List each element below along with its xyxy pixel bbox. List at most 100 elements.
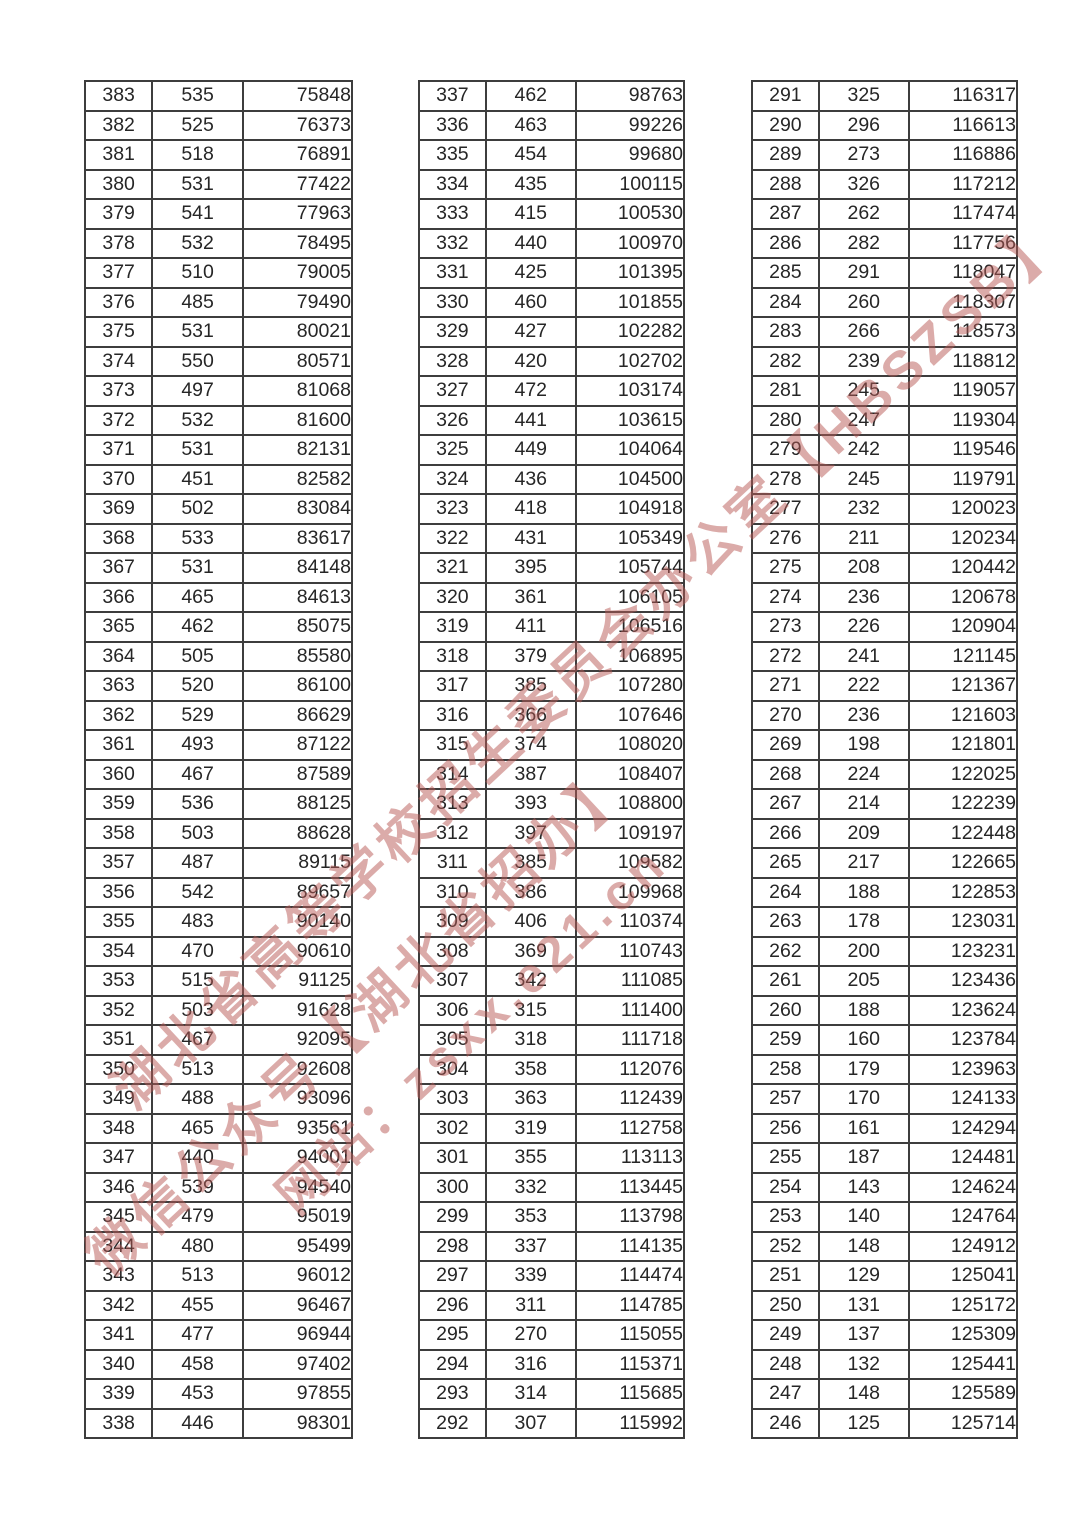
cumulative-cell: 104064 bbox=[574, 434, 686, 466]
cumulative-cell: 93561 bbox=[241, 1112, 354, 1144]
table-row: 313 393 108800 bbox=[418, 788, 686, 820]
cumulative-cell: 124624 bbox=[907, 1171, 1019, 1203]
score-cell: 342 bbox=[83, 1289, 154, 1321]
table-row: 382 525 76373 bbox=[83, 109, 354, 141]
score-cell: 348 bbox=[83, 1112, 154, 1144]
score-cell: 294 bbox=[418, 1348, 487, 1380]
count-cell: 325 bbox=[817, 80, 910, 112]
count-cell: 460 bbox=[484, 286, 577, 318]
cumulative-cell: 109197 bbox=[574, 817, 686, 849]
count-cell: 326 bbox=[817, 168, 910, 200]
count-cell: 493 bbox=[151, 729, 244, 761]
count-cell: 440 bbox=[484, 227, 577, 259]
table-row: 258 179 123963 bbox=[751, 1053, 1019, 1085]
table-row: 269 198 121801 bbox=[751, 729, 1019, 761]
cumulative-cell: 121145 bbox=[907, 640, 1019, 672]
count-cell: 242 bbox=[817, 434, 910, 466]
table-row: 356 542 89657 bbox=[83, 876, 354, 908]
cumulative-cell: 91628 bbox=[241, 994, 354, 1026]
cumulative-cell: 99680 bbox=[574, 139, 686, 171]
score-cell: 258 bbox=[751, 1053, 820, 1085]
table-row: 374 550 80571 bbox=[83, 345, 354, 377]
score-cell: 323 bbox=[418, 493, 487, 525]
cumulative-cell: 99226 bbox=[574, 109, 686, 141]
table-row: 306 315 111400 bbox=[418, 994, 686, 1026]
cumulative-cell: 121367 bbox=[907, 670, 1019, 702]
table-row: 300 332 113445 bbox=[418, 1171, 686, 1203]
table-row: 344 480 95499 bbox=[83, 1230, 354, 1262]
table-row: 351 467 92095 bbox=[83, 1024, 354, 1056]
count-cell: 467 bbox=[151, 1024, 244, 1056]
count-cell: 435 bbox=[484, 168, 577, 200]
score-cell: 263 bbox=[751, 906, 820, 938]
count-cell: 463 bbox=[484, 109, 577, 141]
score-cell: 319 bbox=[418, 611, 487, 643]
count-cell: 387 bbox=[484, 758, 577, 790]
table-row: 264 188 122853 bbox=[751, 876, 1019, 908]
score-cell: 346 bbox=[83, 1171, 154, 1203]
cumulative-cell: 122853 bbox=[907, 876, 1019, 908]
score-cell: 343 bbox=[83, 1260, 154, 1292]
score-cell: 305 bbox=[418, 1024, 487, 1056]
count-cell: 200 bbox=[817, 935, 910, 967]
count-cell: 236 bbox=[817, 699, 910, 731]
count-cell: 353 bbox=[484, 1201, 577, 1233]
table-row: 308 369 110743 bbox=[418, 935, 686, 967]
table-row: 257 170 124133 bbox=[751, 1083, 1019, 1115]
cumulative-cell: 88628 bbox=[241, 817, 354, 849]
table-row: 333 415 100530 bbox=[418, 198, 686, 230]
score-cell: 262 bbox=[751, 935, 820, 967]
table-row: 378 532 78495 bbox=[83, 227, 354, 259]
score-cell: 313 bbox=[418, 788, 487, 820]
cumulative-cell: 76891 bbox=[241, 139, 354, 171]
table-row: 295 270 115055 bbox=[418, 1319, 686, 1351]
cumulative-cell: 104500 bbox=[574, 463, 686, 495]
table-row: 247 148 125589 bbox=[751, 1378, 1019, 1410]
score-cell: 380 bbox=[83, 168, 154, 200]
table-row: 339 453 97855 bbox=[83, 1378, 354, 1410]
count-cell: 518 bbox=[151, 139, 244, 171]
table-row: 346 539 94540 bbox=[83, 1171, 354, 1203]
table-row: 272 241 121145 bbox=[751, 640, 1019, 672]
count-cell: 531 bbox=[151, 168, 244, 200]
count-cell: 314 bbox=[484, 1378, 577, 1410]
cumulative-cell: 100115 bbox=[574, 168, 686, 200]
table-row: 367 531 84148 bbox=[83, 552, 354, 584]
cumulative-cell: 102282 bbox=[574, 316, 686, 348]
count-cell: 148 bbox=[817, 1230, 910, 1262]
table-row: 319 411 106516 bbox=[418, 611, 686, 643]
cumulative-cell: 98763 bbox=[574, 80, 686, 112]
count-cell: 455 bbox=[151, 1289, 244, 1321]
score-cell: 295 bbox=[418, 1319, 487, 1351]
table-row: 371 531 82131 bbox=[83, 434, 354, 466]
score-cell: 306 bbox=[418, 994, 487, 1026]
score-cell: 290 bbox=[751, 109, 820, 141]
cumulative-cell: 113798 bbox=[574, 1201, 686, 1233]
cumulative-cell: 115055 bbox=[574, 1319, 686, 1351]
count-cell: 222 bbox=[817, 670, 910, 702]
score-table-left: 383 535 75848 382 525 76373 381 518 76891 380 531 7… bbox=[83, 80, 354, 1439]
score-cell: 257 bbox=[751, 1083, 820, 1115]
count-cell: 502 bbox=[151, 493, 244, 525]
table-row: 331 425 101395 bbox=[418, 257, 686, 289]
cumulative-cell: 86100 bbox=[241, 670, 354, 702]
score-cell: 271 bbox=[751, 670, 820, 702]
count-cell: 415 bbox=[484, 198, 577, 230]
count-cell: 188 bbox=[817, 994, 910, 1026]
score-cell: 250 bbox=[751, 1289, 820, 1321]
table-row: 312 397 109197 bbox=[418, 817, 686, 849]
score-cell: 311 bbox=[418, 847, 487, 879]
count-cell: 296 bbox=[817, 109, 910, 141]
score-cell: 308 bbox=[418, 935, 487, 967]
score-cell: 331 bbox=[418, 257, 487, 289]
table-row: 298 337 114135 bbox=[418, 1230, 686, 1262]
score-cell: 268 bbox=[751, 758, 820, 790]
cumulative-cell: 123231 bbox=[907, 935, 1019, 967]
score-cell: 349 bbox=[83, 1083, 154, 1115]
table-row: 369 502 83084 bbox=[83, 493, 354, 525]
score-cell: 291 bbox=[751, 80, 820, 112]
cumulative-cell: 102702 bbox=[574, 345, 686, 377]
table-row: 285 291 118047 bbox=[751, 257, 1019, 289]
table-row: 341 477 96944 bbox=[83, 1319, 354, 1351]
score-cell: 259 bbox=[751, 1024, 820, 1056]
